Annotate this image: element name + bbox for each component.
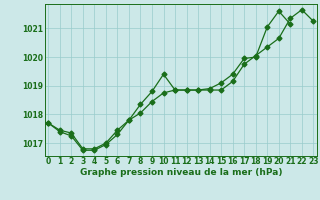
X-axis label: Graphe pression niveau de la mer (hPa): Graphe pression niveau de la mer (hPa) — [80, 168, 282, 177]
